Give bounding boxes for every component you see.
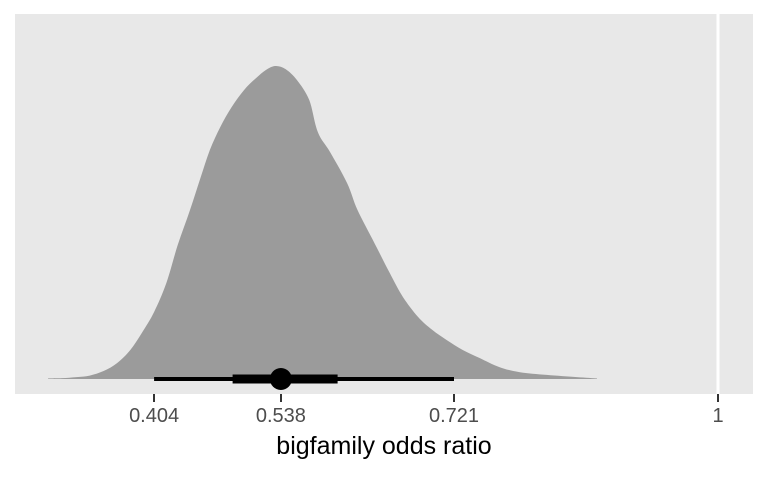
x-axis-title: bigfamily odds ratio: [276, 432, 492, 460]
median-point: [269, 368, 292, 390]
x-axis-tick-label: 0.538: [255, 405, 306, 427]
reference-line: [716, 14, 720, 394]
x-axis-tick-label: 0.404: [129, 405, 180, 427]
density-plot-svg: [48, 14, 720, 394]
x-axis-tick-label: 1: [712, 405, 724, 427]
x-axis-tick-label: 0.721: [428, 405, 480, 427]
x-axis-tick: [453, 394, 455, 402]
x-axis-tick: [717, 394, 719, 402]
x-axis-tick: [279, 394, 282, 402]
x-axis-tick: [153, 394, 156, 402]
plot-panel: [15, 14, 753, 394]
density-slab: [48, 65, 597, 380]
